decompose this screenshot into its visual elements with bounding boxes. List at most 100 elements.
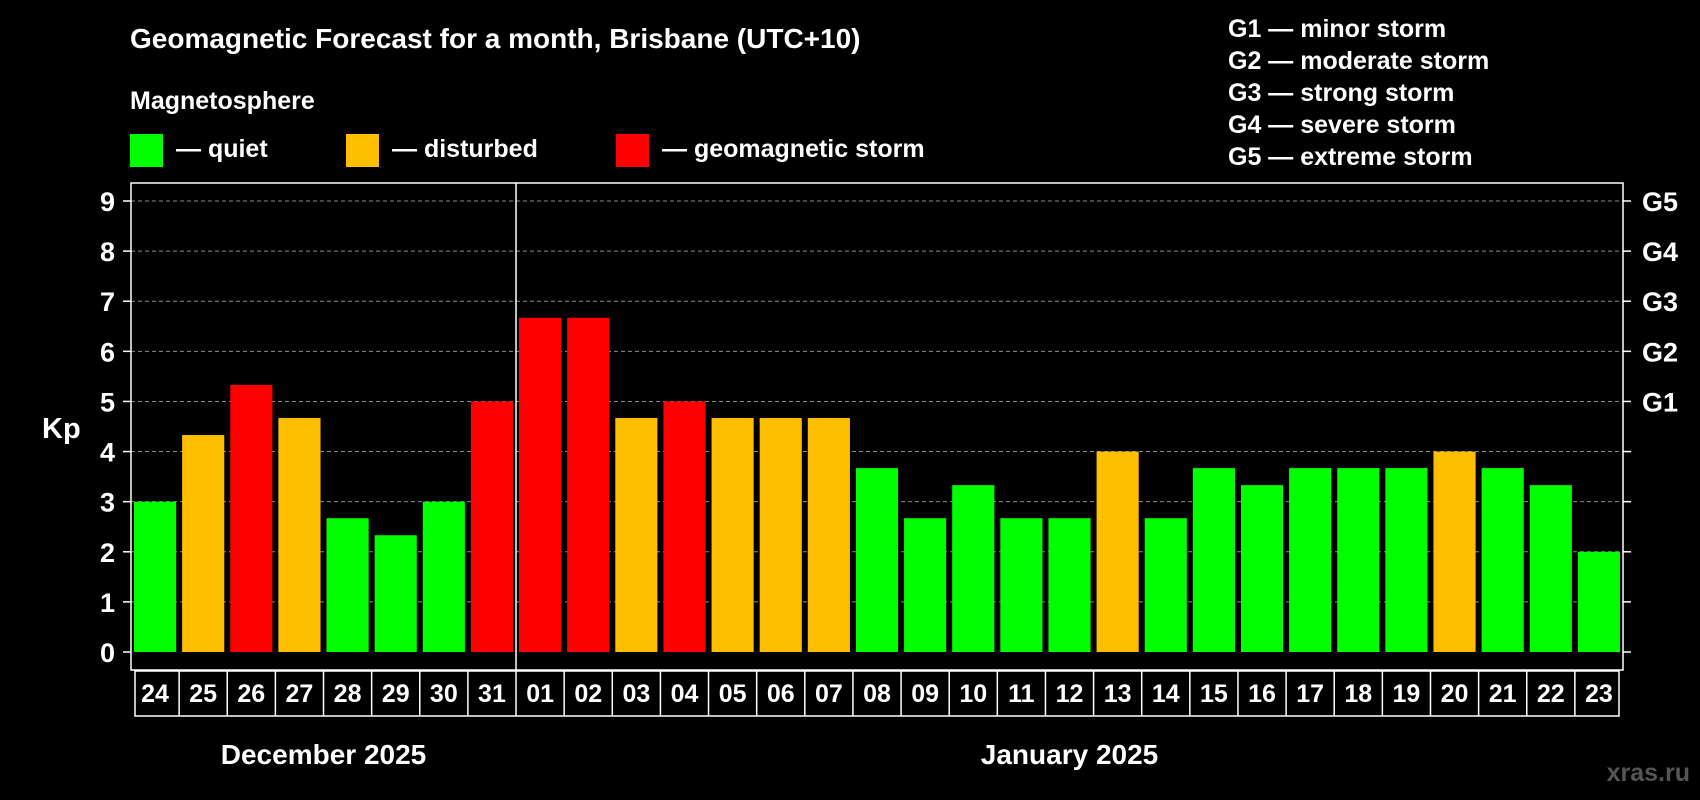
bar-12 [1048, 518, 1091, 652]
y-tick-label-3: 3 [100, 488, 115, 518]
x-tick-label-04: 04 [671, 680, 699, 708]
x-tick-label-31: 31 [478, 680, 506, 708]
x-tick-label-07: 07 [815, 680, 843, 708]
y-tick-label-1: 1 [100, 588, 115, 618]
x-tick-label-02: 02 [574, 680, 602, 708]
y-tick-label-0: 0 [100, 638, 115, 668]
bar-31 [470, 401, 514, 652]
right-axis-label-G1: G1 [1642, 387, 1678, 417]
x-tick-label-25: 25 [189, 680, 217, 708]
bar-26 [230, 384, 273, 652]
bar-16 [1240, 485, 1284, 652]
bar-07 [807, 417, 850, 652]
x-tick-label-01: 01 [526, 680, 554, 708]
bar-17 [1289, 468, 1332, 652]
bar-20 [1433, 451, 1476, 652]
y-tick-label-9: 9 [100, 187, 115, 217]
storm-scale-item-1: G2 — moderate storm [1228, 47, 1489, 75]
storm-scale-item-2: G3 — strong storm [1228, 79, 1454, 107]
legend-label-0: — quiet [176, 135, 268, 163]
y-tick-label-2: 2 [100, 538, 115, 568]
legend-swatch-0 [130, 134, 163, 167]
legend-label-2: — geomagnetic storm [662, 135, 925, 163]
x-tick-label-08: 08 [863, 680, 891, 708]
right-axis-label-G5: G5 [1642, 187, 1678, 217]
x-tick-label-20: 20 [1441, 680, 1469, 708]
date-row-frame [134, 670, 1620, 717]
bar-09 [904, 518, 947, 652]
y-tick-label-5: 5 [100, 387, 115, 417]
bar-04 [663, 401, 706, 652]
bar-25 [182, 435, 225, 652]
y-axis-title: Kp [42, 413, 81, 445]
bar-19 [1385, 468, 1428, 652]
month-label-1: January 2025 [981, 739, 1158, 770]
bar-21 [1481, 468, 1524, 652]
storm-scale-item-4: G5 — extreme storm [1228, 143, 1473, 171]
bar-22 [1529, 485, 1572, 652]
x-tick-label-14: 14 [1152, 680, 1180, 708]
chart-title: Geomagnetic Forecast for a month, Brisba… [130, 23, 861, 54]
legend-swatch-1 [346, 134, 379, 167]
x-tick-label-19: 19 [1393, 680, 1421, 708]
bar-03 [615, 417, 658, 652]
legend: — quiet — disturbed — geomagnetic storm [130, 134, 925, 167]
x-tick-label-10: 10 [959, 680, 987, 708]
bar-11 [1000, 518, 1043, 652]
bar-01 [519, 317, 562, 652]
bar-10 [952, 485, 995, 652]
x-tick-label-22: 22 [1537, 680, 1565, 708]
x-tick-label-26: 26 [237, 680, 265, 708]
month-label-0: December 2025 [221, 739, 426, 770]
legend-swatch-2 [616, 134, 649, 167]
bar-27 [278, 417, 321, 652]
x-tick-label-06: 06 [767, 680, 795, 708]
legend-heading: Magnetosphere [130, 87, 315, 115]
bar-30 [422, 501, 465, 652]
x-tick-label-28: 28 [334, 680, 362, 708]
bar-28 [326, 518, 369, 652]
x-tick-label-13: 13 [1104, 680, 1132, 708]
x-tick-label-15: 15 [1200, 680, 1228, 708]
right-axis-label-G4: G4 [1642, 237, 1678, 267]
x-tick-label-23: 23 [1585, 680, 1613, 708]
x-tick-label-18: 18 [1344, 680, 1372, 708]
x-tick-label-17: 17 [1296, 680, 1324, 708]
x-tick-label-09: 09 [911, 680, 939, 708]
bar-08 [855, 468, 899, 652]
bar-23 [1577, 551, 1620, 652]
bar-18 [1337, 468, 1380, 652]
bar-14 [1144, 518, 1187, 652]
bar-05 [711, 417, 754, 652]
plot-frame [130, 182, 1624, 671]
x-tick-label-30: 30 [430, 680, 458, 708]
legend-label-1: — disturbed [392, 135, 538, 163]
x-tick-label-16: 16 [1248, 680, 1276, 708]
x-tick-label-29: 29 [382, 680, 410, 708]
x-tick-label-27: 27 [286, 680, 314, 708]
right-axis-label-G3: G3 [1642, 287, 1678, 317]
x-tick-label-11: 11 [1008, 680, 1035, 708]
bar-06 [759, 417, 802, 652]
bar-15 [1192, 468, 1235, 652]
bar-24 [134, 501, 177, 652]
bar-02 [567, 317, 610, 652]
storm-scale-item-0: G1 — minor storm [1228, 15, 1446, 43]
y-tick-label-8: 8 [100, 237, 115, 267]
y-tick-label-7: 7 [100, 287, 115, 317]
bar-29 [374, 535, 417, 652]
right-axis-label-G2: G2 [1642, 337, 1678, 367]
y-tick-label-6: 6 [100, 337, 115, 367]
x-tick-label-24: 24 [141, 680, 169, 708]
x-tick-label-03: 03 [622, 680, 650, 708]
bar-13 [1096, 451, 1139, 652]
x-tick-label-12: 12 [1056, 680, 1084, 708]
y-tick-label-4: 4 [100, 438, 115, 468]
storm-scale-item-3: G4 — severe storm [1228, 111, 1456, 139]
x-tick-label-21: 21 [1489, 680, 1517, 708]
storm-scale-legend: G1 — minor storm G2 — moderate storm G3 — … [1228, 15, 1489, 171]
x-tick-label-05: 05 [719, 680, 747, 708]
watermark: xras.ru [1607, 759, 1690, 787]
